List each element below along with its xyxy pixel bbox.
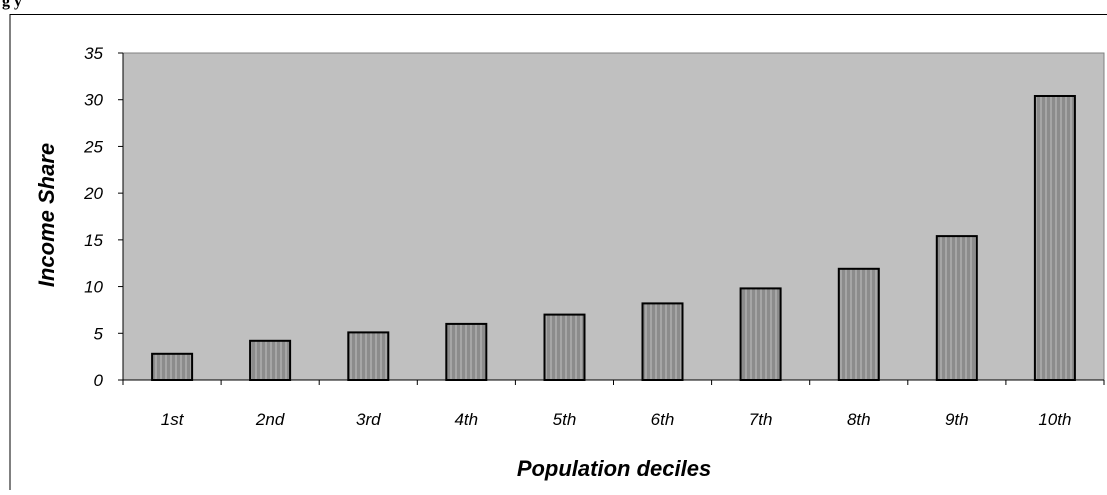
bar-5th [543,313,586,382]
x-axis-title: Population deciles [517,456,711,481]
y-axis-tick-labels: 0 5 10 15 20 25 30 35 [83,44,103,390]
y-tick-label: 20 [83,184,103,203]
axes [118,52,1105,385]
y-tick-label: 10 [84,278,103,297]
bar-series [151,95,1076,382]
y-tick-label: 15 [84,231,103,250]
x-tick-label: 7th [749,410,773,429]
chart-container: 0 5 10 15 20 25 30 35 1st 2nd 3rd 4th 5th 6th 7th 8th 9… [0,14,1107,495]
chart-caption: g y [2,0,22,10]
y-tick-label: 5 [94,324,104,343]
y-tick-label: 35 [84,44,103,63]
x-tick-label: 10th [1038,410,1071,429]
x-tick-label: 6th [651,410,675,429]
x-tick-label: 5th [553,410,577,429]
bar-1st [151,352,194,381]
y-axis-title: Income Share [34,143,59,287]
x-tick-label: 8th [847,410,871,429]
bar-2nd [249,339,292,381]
x-tick-label: 2nd [255,410,285,429]
bar-9th [935,235,978,381]
bar-10th [1033,95,1076,381]
y-tick-label: 0 [94,371,104,390]
x-tick-label: 9th [945,410,969,429]
x-tick-label: 4th [454,410,478,429]
bar-8th [837,267,880,381]
bar-6th [641,302,684,381]
bar-4th [445,322,488,381]
income-share-bar-chart: 0 5 10 15 20 25 30 35 1st 2nd 3rd 4th 5th 6th 7th 8th 9… [9,14,1107,495]
chart-caption-strip: g y [0,0,1107,14]
bar-7th [739,287,782,381]
bar-3rd [347,331,390,381]
y-tick-label: 30 [84,91,103,110]
x-tick-label: 1st [161,410,185,429]
y-tick-label: 25 [83,137,103,156]
x-tick-label: 3rd [356,410,381,429]
x-axis-tick-labels: 1st 2nd 3rd 4th 5th 6th 7th 8th 9th 10th [161,410,1072,429]
